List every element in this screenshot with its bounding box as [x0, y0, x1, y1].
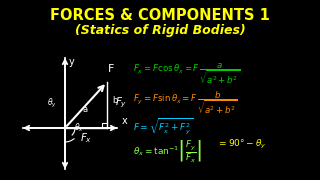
- Text: $\theta_y$: $\theta_y$: [47, 97, 57, 111]
- Text: $= 90°- \theta_y$: $= 90°- \theta_y$: [217, 138, 266, 151]
- Text: b: b: [112, 96, 117, 105]
- Text: $\theta_x$: $\theta_x$: [74, 122, 84, 134]
- Text: $F = \sqrt{F_x^2 + F_y^2}$: $F = \sqrt{F_x^2 + F_y^2}$: [133, 117, 193, 137]
- Text: $F_y = F\sin\theta_x = F\,\dfrac{b}{\sqrt{a^2+b^2}}$: $F_y = F\sin\theta_x = F\,\dfrac{b}{\sqr…: [133, 90, 238, 117]
- Text: F: F: [108, 64, 114, 74]
- Text: x: x: [122, 116, 128, 126]
- Text: $F_y$: $F_y$: [115, 95, 127, 110]
- Text: FORCES & COMPONENTS 1: FORCES & COMPONENTS 1: [50, 8, 270, 23]
- Text: $\theta_x = \tan^{-1}\!\left|\dfrac{F_y}{F_x}\right|$: $\theta_x = \tan^{-1}\!\left|\dfrac{F_y}…: [133, 138, 202, 164]
- Text: (Statics of Rigid Bodies): (Statics of Rigid Bodies): [75, 24, 245, 37]
- Text: $F_x$: $F_x$: [80, 131, 92, 145]
- Text: y: y: [69, 57, 75, 67]
- Text: $F_x = F\cos\theta_x = F\,\dfrac{a}{\sqrt{a^2+b^2}}$: $F_x = F\cos\theta_x = F\,\dfrac{a}{\sqr…: [133, 62, 240, 87]
- Text: a: a: [83, 105, 88, 114]
